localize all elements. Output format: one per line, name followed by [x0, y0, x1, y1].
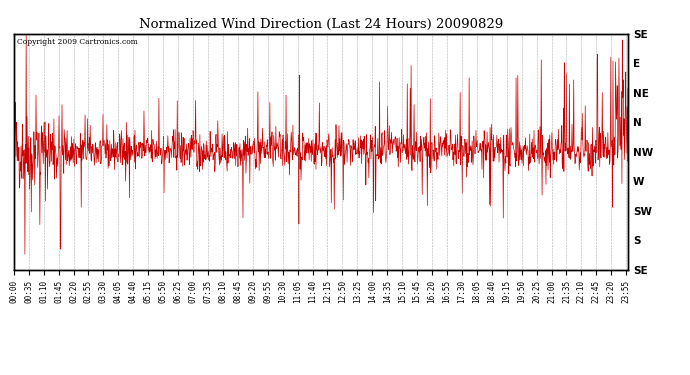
Text: Copyright 2009 Cartronics.com: Copyright 2009 Cartronics.com	[17, 39, 138, 46]
Title: Normalized Wind Direction (Last 24 Hours) 20090829: Normalized Wind Direction (Last 24 Hours…	[139, 18, 503, 31]
